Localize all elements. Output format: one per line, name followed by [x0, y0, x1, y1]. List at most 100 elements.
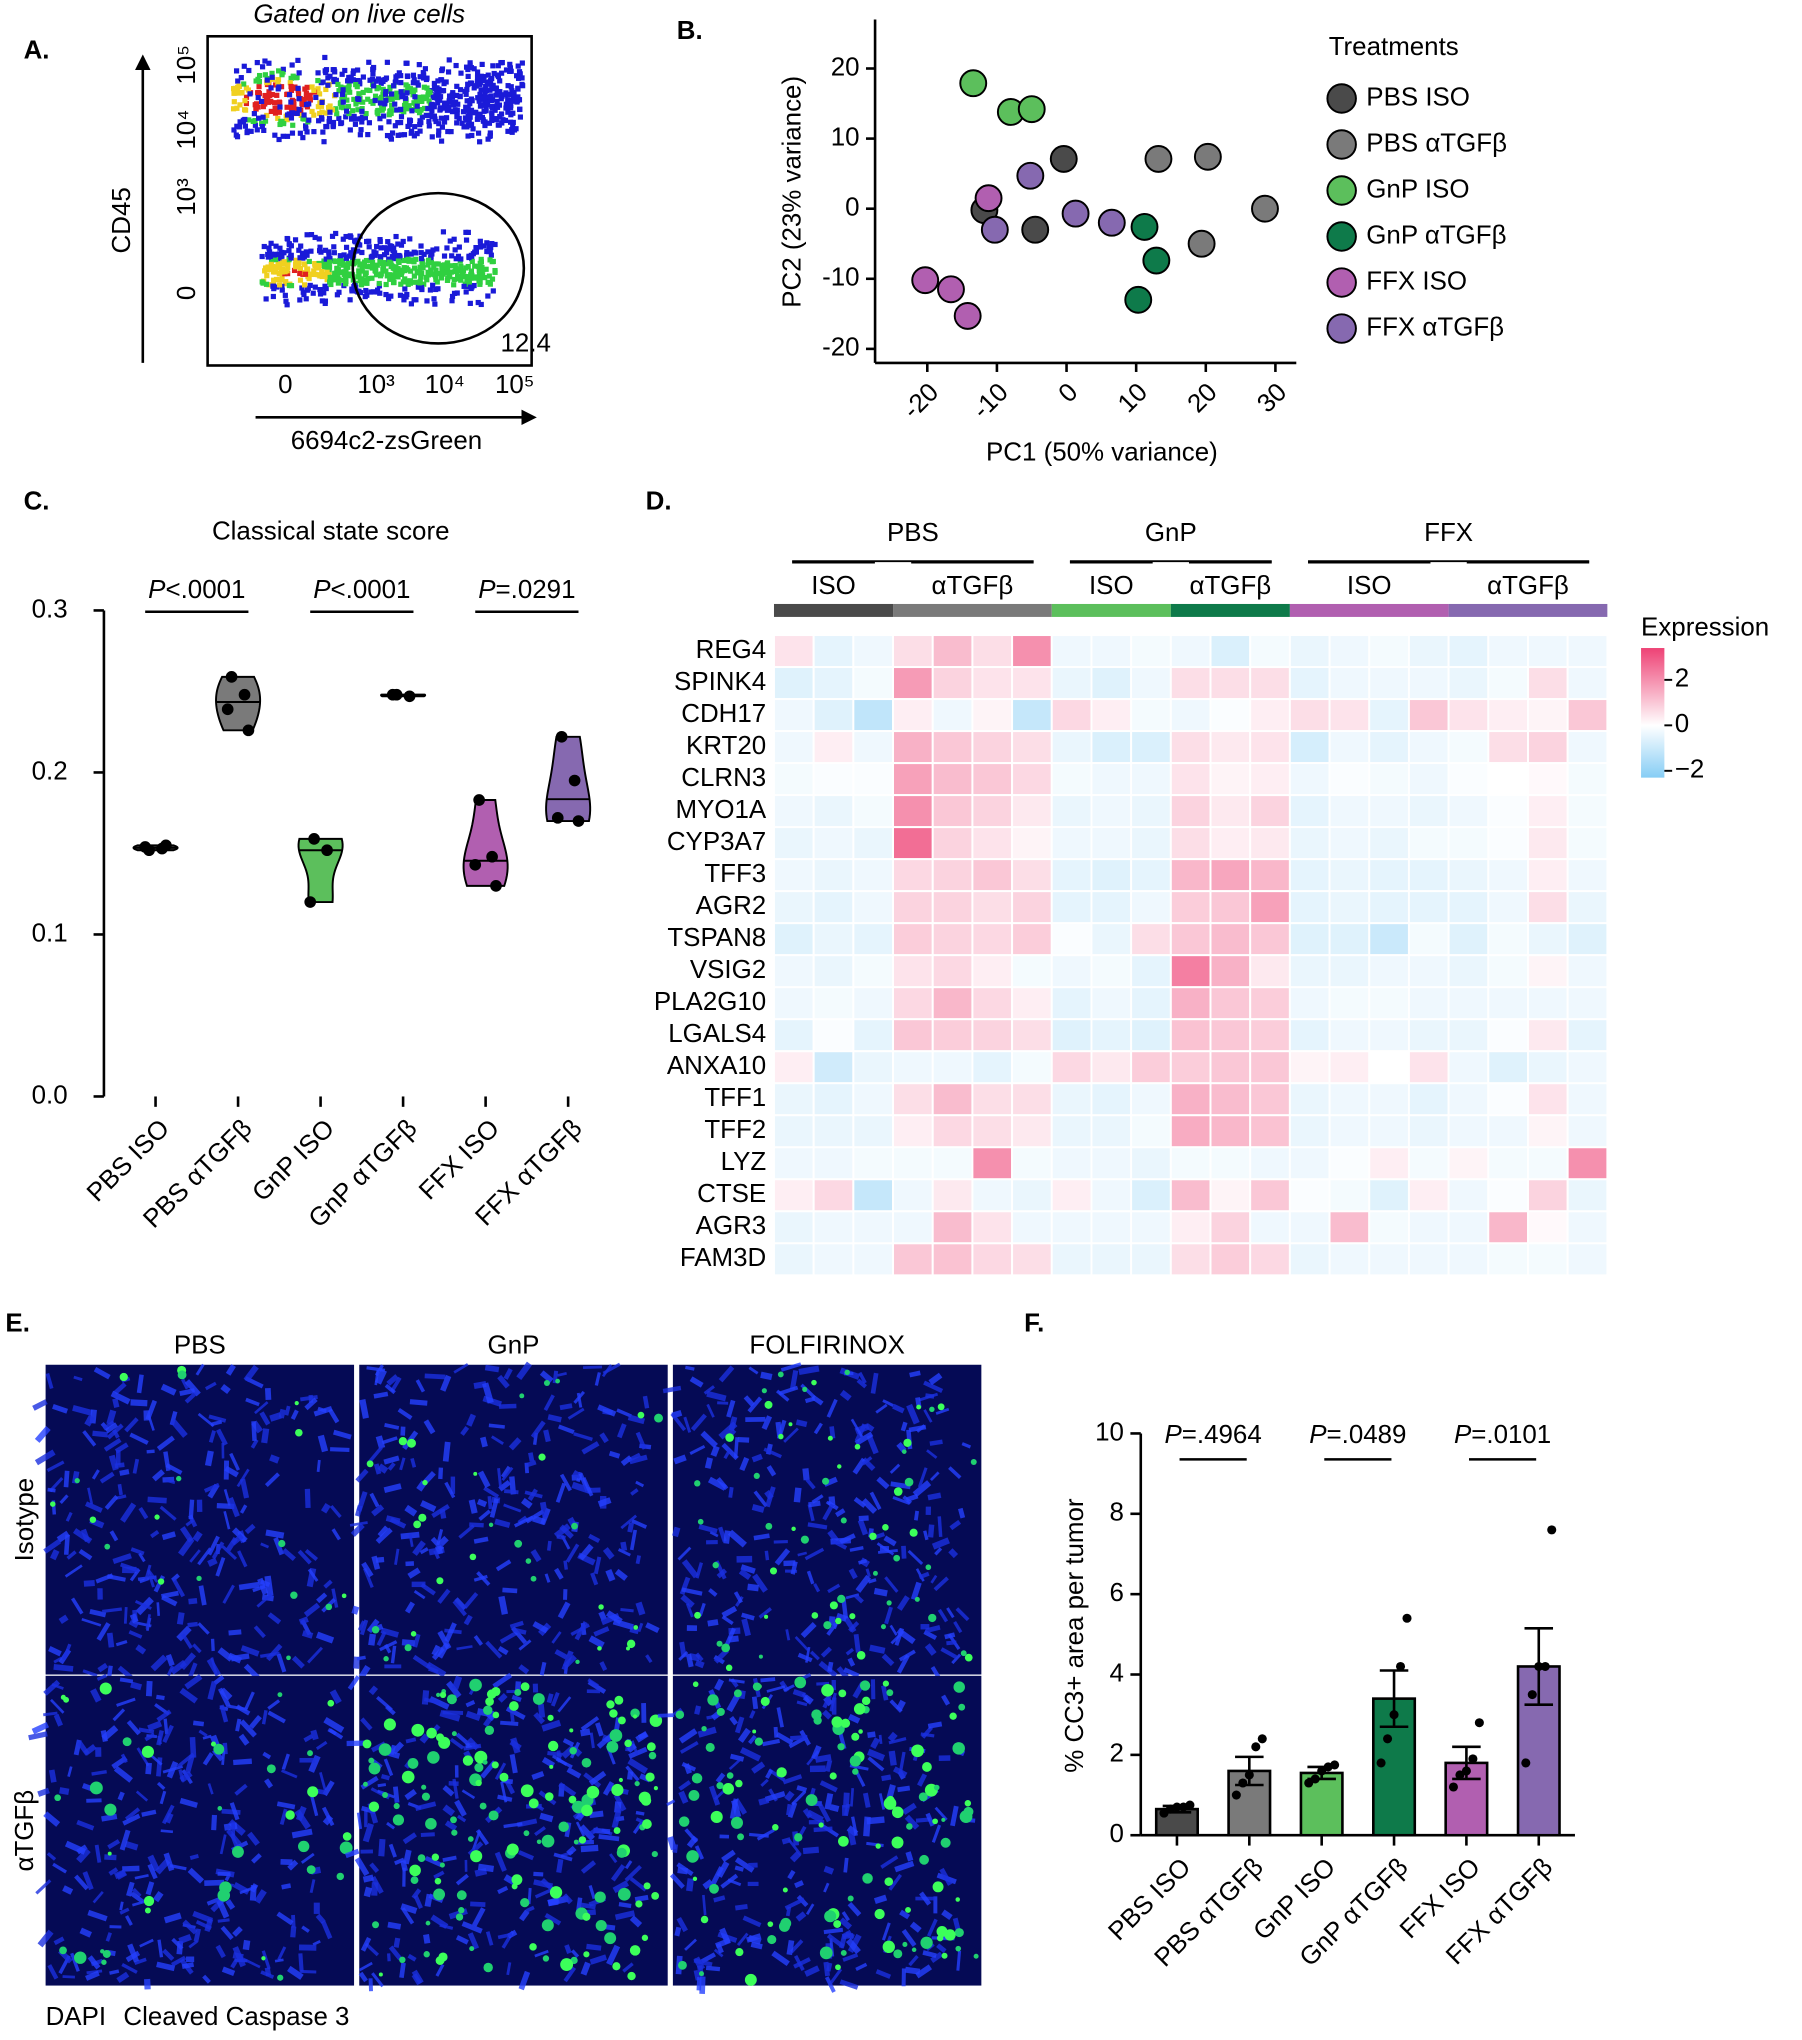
heatmap-cell: [1131, 955, 1171, 987]
heatmap-cell: [853, 1147, 893, 1179]
event-dot: [356, 97, 361, 102]
point: [1051, 146, 1077, 172]
event-dot: [411, 73, 416, 78]
heatmap-cell: [1488, 1115, 1528, 1147]
event-dot: [231, 86, 236, 91]
heatmap-cell: [1012, 1147, 1052, 1179]
event-dot: [306, 101, 311, 106]
legend-label: FFX ISO: [1366, 267, 1467, 295]
heatmap-cell: [1409, 859, 1449, 891]
heatmap-cell: [1250, 667, 1290, 699]
nucleus: [581, 1845, 599, 1852]
cc3-signal: [342, 1594, 347, 1599]
cc3-signal: [884, 1877, 893, 1886]
cc3-signal: [854, 1703, 866, 1715]
cc3-signal: [828, 1436, 833, 1441]
cc3-signal: [595, 1891, 606, 1902]
event-dot: [425, 106, 430, 111]
event-dot: [488, 248, 493, 253]
cc3-signal: [426, 1728, 437, 1739]
cc3-signal: [955, 1928, 964, 1937]
nucleus: [146, 1681, 153, 1696]
event-dot: [330, 234, 335, 239]
cc3-signal: [767, 1935, 776, 1944]
heatmap-cell: [1449, 987, 1489, 1019]
nucleus: [736, 1556, 752, 1563]
heatmap-cell: [1449, 1179, 1489, 1211]
event-dot: [308, 93, 313, 98]
event-dot: [313, 285, 318, 290]
heatmap-cell: [1250, 731, 1290, 763]
heatmap-cell: [1409, 1147, 1449, 1179]
cc3-signal: [606, 1700, 614, 1708]
nucleus: [863, 1817, 871, 1837]
heatmap-cell: [774, 1083, 814, 1115]
y-tick-label: 0.3: [32, 595, 68, 623]
event-dot: [260, 64, 265, 69]
cc3-signal: [614, 1696, 623, 1705]
cc3-signal: [910, 1529, 918, 1537]
p-symbol: P: [313, 576, 331, 604]
heatmap-cell: [1568, 795, 1608, 827]
point: [1195, 144, 1221, 170]
event-dot: [255, 127, 260, 132]
nucleus: [145, 1763, 152, 1775]
event-dot: [492, 270, 497, 275]
cc3-signal: [436, 1733, 444, 1741]
heatmap-cell: [814, 987, 854, 1019]
p-symbol: P: [1165, 1421, 1183, 1449]
event-dot: [385, 133, 390, 138]
cc3-signal: [399, 1437, 407, 1445]
row-label: LGALS4: [668, 1020, 766, 1048]
event-dot: [405, 73, 410, 78]
nucleus: [405, 1561, 414, 1566]
cc3-signal: [509, 1701, 519, 1711]
event-dot: [293, 237, 298, 242]
cc3-signal: [692, 1773, 702, 1783]
heatmap-cell: [933, 1019, 973, 1051]
heatmap-cell: [972, 1083, 1012, 1115]
heatmap-cell: [814, 859, 854, 891]
event-dot: [356, 91, 361, 96]
cc3-signal: [418, 1854, 426, 1862]
heatmap-cell: [1568, 1019, 1608, 1051]
heatmap-cell: [1488, 731, 1528, 763]
cc3-signal: [470, 1850, 482, 1862]
cc3-signal: [794, 1677, 806, 1689]
event-dot: [499, 71, 504, 76]
event-dot: [331, 67, 336, 72]
point: [982, 217, 1008, 243]
heatmap-cell: [1330, 827, 1370, 859]
heatmap-cell: [1211, 795, 1251, 827]
heatmap-cell: [893, 763, 933, 795]
event-dot: [449, 253, 454, 258]
heatmap-cell: [893, 827, 933, 859]
cc3-signal: [635, 1781, 640, 1786]
heatmap-cell: [1449, 667, 1489, 699]
cc3-signal: [537, 1839, 542, 1844]
event-dot: [466, 264, 471, 269]
event-dot: [264, 273, 269, 278]
nucleus: [533, 1872, 543, 1877]
nucleus: [190, 1737, 197, 1758]
heatmap-cell: [1211, 635, 1251, 667]
point: [387, 689, 399, 701]
cc3-signal: [717, 1708, 725, 1716]
cc3-signal: [609, 1709, 617, 1717]
cc3-signal: [394, 1803, 400, 1809]
cc3-signal: [343, 1832, 352, 1841]
legend-label: GnP αTGFβ: [1366, 221, 1506, 249]
cc3-signal: [326, 1604, 333, 1611]
heatmap-cell: [893, 1019, 933, 1051]
heatmap-cell: [893, 635, 933, 667]
cc3-signal: [485, 1726, 494, 1735]
heatmap-cell: [972, 859, 1012, 891]
heatmap-cell: [1250, 795, 1290, 827]
violin: [299, 839, 343, 902]
event-dot: [407, 236, 412, 241]
heatmap-cell: [1449, 635, 1489, 667]
event-dot: [433, 85, 438, 90]
event-dot: [478, 80, 483, 85]
point: [1541, 1662, 1550, 1671]
heatmap-cell: [1409, 891, 1449, 923]
